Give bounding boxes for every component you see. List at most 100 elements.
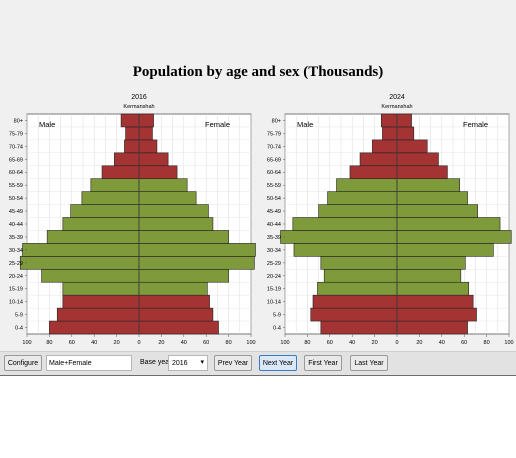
bar-male-5-9: [56, 307, 140, 322]
bar-male-50-54: [327, 191, 398, 205]
age-tick-label: 60-64: [267, 170, 281, 176]
x-tick-label: 100: [22, 340, 31, 346]
bar-male-60-64: [349, 165, 398, 180]
bar-female-20-24: [138, 268, 229, 283]
bar-female-15-19: [138, 281, 208, 296]
bar-male-50-54: [81, 191, 140, 205]
x-tick-label: 60: [461, 340, 467, 346]
pyramid-chart-2024: 2024 Kermanshah 0-4 5-9 10-14 15-19 20-24 25-29…: [267, 94, 514, 346]
chart-region-subtitle: Kermanshah: [123, 104, 154, 110]
next-year-button[interactable]: Next Year: [259, 355, 297, 371]
pyramid-chart-2016: 2016 Kermanshah 0-4 5-9 10-14 15-19 20-24 25-29…: [9, 94, 256, 346]
bar-female-30-34: [138, 243, 256, 257]
female-label: Female: [463, 120, 488, 129]
age-tick-label: 65-69: [9, 157, 23, 163]
bar-female-75-79: [138, 126, 153, 141]
x-tick-label: 40: [439, 340, 445, 346]
x-tick-label: 40: [91, 340, 97, 346]
age-tick-label: 15-19: [9, 287, 23, 293]
bar-male-5-9: [310, 307, 398, 322]
age-tick-label: 55-59: [267, 183, 281, 189]
bar-male-25-29: [320, 256, 398, 270]
base-year-select[interactable]: 2016 ▾: [168, 355, 208, 371]
bar-female-65-69: [396, 152, 439, 167]
x-tick-label: 80: [304, 340, 310, 346]
configure-button[interactable]: Configure: [4, 355, 42, 371]
x-tick-label: 20: [114, 340, 120, 346]
last-year-button[interactable]: Last Year: [350, 355, 388, 371]
chevron-down-icon: ▾: [200, 359, 204, 366]
age-tick-label: 50-54: [9, 196, 23, 202]
age-tick-label: 80+: [272, 118, 281, 124]
bar-male-10-14: [312, 294, 398, 309]
bar-male-55-59: [90, 178, 140, 192]
x-tick-label: 0: [395, 340, 398, 346]
x-tick-label: 100: [280, 340, 289, 346]
female-label: Female: [205, 120, 230, 129]
age-tick-label: 5-9: [273, 313, 281, 319]
bar-female-70-74: [138, 139, 158, 154]
male-label: Male: [297, 120, 313, 129]
first-year-button[interactable]: First Year: [304, 355, 342, 371]
x-tick-label: 60: [327, 340, 333, 346]
age-tick-label: 65-69: [267, 157, 281, 163]
prev-year-button[interactable]: Prev Year: [214, 355, 252, 371]
main-title: Population by age and sex (Thousands): [132, 64, 384, 80]
age-tick-label: 75-79: [267, 131, 281, 137]
bar-male-60-64: [101, 165, 140, 180]
bar-female-75-79: [396, 126, 415, 141]
bar-female-10-14: [138, 294, 210, 309]
bar-female-55-59: [138, 178, 188, 192]
bar-female-20-24: [396, 268, 462, 283]
bar-male-65-69: [359, 152, 398, 167]
age-tick-label: 70-74: [9, 144, 23, 150]
x-tick-label: 60: [203, 340, 209, 346]
bar-female-50-54: [396, 191, 468, 205]
bar-female-25-29: [396, 256, 466, 270]
toolbar: Configure Base year 2016 ▾ Prev Year Nex…: [0, 351, 516, 376]
age-tick-label: 0-4: [15, 326, 23, 332]
age-tick-label: 35-39: [267, 235, 281, 241]
bar-female-40-44: [396, 217, 501, 231]
mode-input[interactable]: [46, 355, 132, 371]
age-tick-label: 60-64: [9, 170, 23, 176]
bar-female-35-39: [138, 230, 229, 244]
age-tick-label: 25-29: [9, 261, 23, 267]
bar-female-35-39: [396, 230, 512, 244]
bar-male-55-59: [336, 178, 398, 192]
bar-female-80+: [396, 113, 412, 128]
bar-male-45-49: [70, 204, 140, 218]
x-tick-label: 80: [46, 340, 52, 346]
age-tick-label: 70-74: [267, 144, 281, 150]
bar-male-65-69: [114, 152, 140, 167]
bar-female-0-4: [138, 320, 219, 335]
bar-male-10-14: [62, 294, 140, 309]
bar-male-15-19: [317, 281, 398, 296]
bar-male-30-34: [22, 243, 140, 257]
age-tick-label: 75-79: [9, 131, 23, 137]
age-tick-label: 20-24: [267, 274, 281, 280]
age-tick-label: 55-59: [9, 183, 23, 189]
age-tick-label: 5-9: [15, 313, 23, 319]
chart-region-subtitle: Kermanshah: [381, 104, 412, 110]
age-tick-label: 30-34: [267, 248, 281, 254]
x-tick-label: 20: [372, 340, 378, 346]
age-tick-label: 10-14: [9, 300, 23, 306]
age-tick-label: 80+: [14, 118, 23, 124]
age-tick-label: 15-19: [267, 287, 281, 293]
bar-male-80+: [120, 113, 140, 128]
bar-male-75-79: [382, 126, 398, 141]
bar-male-0-4: [320, 320, 398, 335]
bar-female-10-14: [396, 294, 474, 309]
bar-male-25-29: [19, 256, 140, 270]
bar-male-15-19: [62, 281, 140, 296]
bar-male-70-74: [124, 139, 140, 154]
bar-female-5-9: [396, 307, 477, 322]
bar-male-35-39: [46, 230, 140, 244]
bar-female-40-44: [138, 217, 214, 231]
age-tick-label: 45-49: [267, 209, 281, 215]
bar-male-20-24: [323, 268, 398, 283]
x-tick-label: 80: [484, 340, 490, 346]
bar-female-70-74: [396, 139, 428, 154]
bar-female-50-54: [138, 191, 197, 205]
